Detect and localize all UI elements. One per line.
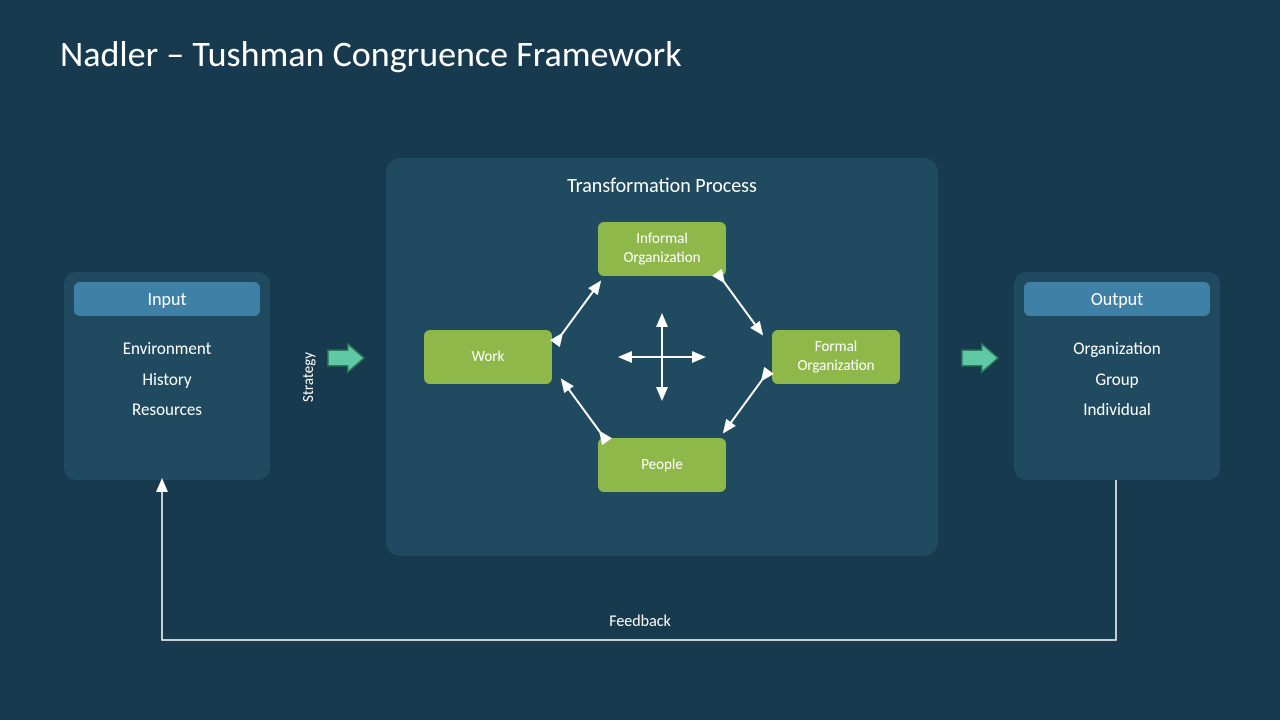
input-item: Environment — [74, 334, 260, 365]
input-header: Input — [74, 282, 260, 316]
output-items: Organization Group Individual — [1014, 316, 1220, 444]
strategy-label: Strategy — [300, 352, 318, 402]
node-work: Work — [424, 330, 552, 384]
node-people: People — [598, 438, 726, 492]
output-panel: Output Organization Group Individual — [1014, 272, 1220, 480]
output-item: Organization — [1024, 334, 1210, 365]
input-items: Environment History Resources — [64, 316, 270, 444]
node-informal-org: InformalOrganization — [598, 222, 726, 276]
input-item: Resources — [74, 395, 260, 426]
feedback-label: Feedback — [0, 612, 1280, 631]
node-formal-org: FormalOrganization — [772, 330, 900, 384]
output-item: Individual — [1024, 395, 1210, 426]
output-item: Group — [1024, 365, 1210, 396]
transformation-title: Transformation Process — [386, 158, 938, 198]
page-title: Nadler – Tushman Congruence Framework — [60, 32, 682, 76]
input-item: History — [74, 365, 260, 396]
output-header: Output — [1024, 282, 1210, 316]
input-panel: Input Environment History Resources — [64, 272, 270, 480]
